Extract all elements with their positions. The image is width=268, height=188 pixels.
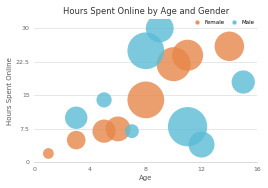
Point — [74, 116, 78, 119]
Point — [144, 98, 148, 101]
Point — [185, 54, 190, 57]
Point — [158, 27, 162, 30]
Point — [46, 152, 51, 155]
Legend: Female, Male: Female, Male — [189, 18, 257, 27]
Point — [130, 130, 134, 133]
X-axis label: Age: Age — [139, 175, 152, 181]
Point — [144, 49, 148, 52]
Point — [185, 125, 190, 128]
Title: Hours Spent Online by Age and Gender: Hours Spent Online by Age and Gender — [63, 7, 229, 16]
Point — [241, 80, 245, 83]
Point — [116, 127, 120, 130]
Point — [172, 63, 176, 66]
Y-axis label: Hours Spent Online: Hours Spent Online — [7, 57, 13, 125]
Point — [102, 98, 106, 101]
Point — [227, 45, 232, 48]
Point — [102, 130, 106, 133]
Point — [74, 139, 78, 142]
Point — [199, 143, 204, 146]
